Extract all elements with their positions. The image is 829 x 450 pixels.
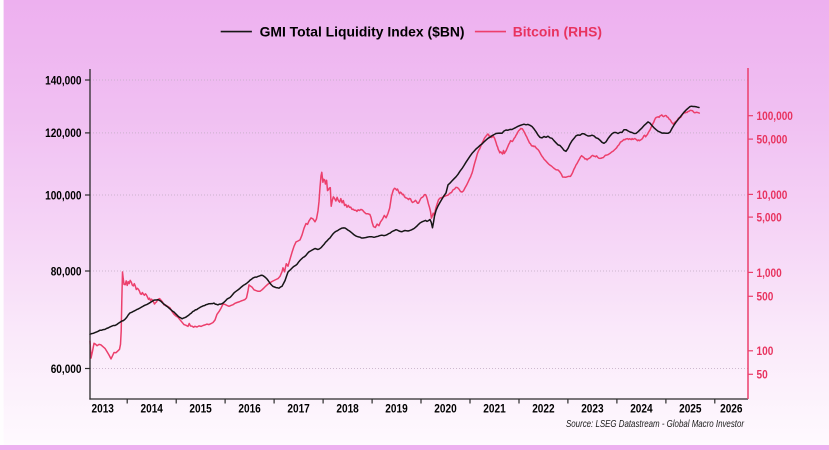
svg-text:50,000: 50,000 [757,132,788,146]
svg-text:500: 500 [757,290,774,304]
svg-text:120,000: 120,000 [45,126,82,140]
svg-text:2013: 2013 [92,402,115,416]
svg-text:GMI Total Liquidity Index ($BN: GMI Total Liquidity Index ($BN) [260,24,465,40]
svg-text:2017: 2017 [287,402,310,416]
svg-text:2024: 2024 [630,402,653,416]
svg-text:2019: 2019 [385,402,408,416]
svg-text:2021: 2021 [483,402,506,416]
svg-text:1,000: 1,000 [757,266,782,280]
svg-text:2018: 2018 [336,402,359,416]
svg-text:100,000: 100,000 [757,109,794,123]
svg-text:Source: LSEG Datastream - Glob: Source: LSEG Datastream - Global Macro I… [566,418,744,430]
svg-text:50: 50 [757,368,768,382]
svg-text:Bitcoin (RHS): Bitcoin (RHS) [513,24,603,40]
svg-text:2026: 2026 [720,402,743,416]
svg-text:2020: 2020 [434,402,457,416]
svg-text:100: 100 [757,344,774,358]
svg-text:140,000: 140,000 [45,73,82,87]
svg-text:2014: 2014 [141,402,164,416]
svg-text:5,000: 5,000 [757,210,782,224]
svg-text:2023: 2023 [581,402,604,416]
svg-text:100,000: 100,000 [45,188,82,202]
svg-text:10,000: 10,000 [757,188,788,202]
svg-text:2022: 2022 [532,402,555,416]
svg-text:2015: 2015 [189,402,212,416]
svg-text:80,000: 80,000 [51,264,82,278]
svg-text:2016: 2016 [238,402,261,416]
svg-text:60,000: 60,000 [51,362,82,376]
svg-text:2025: 2025 [679,402,702,416]
